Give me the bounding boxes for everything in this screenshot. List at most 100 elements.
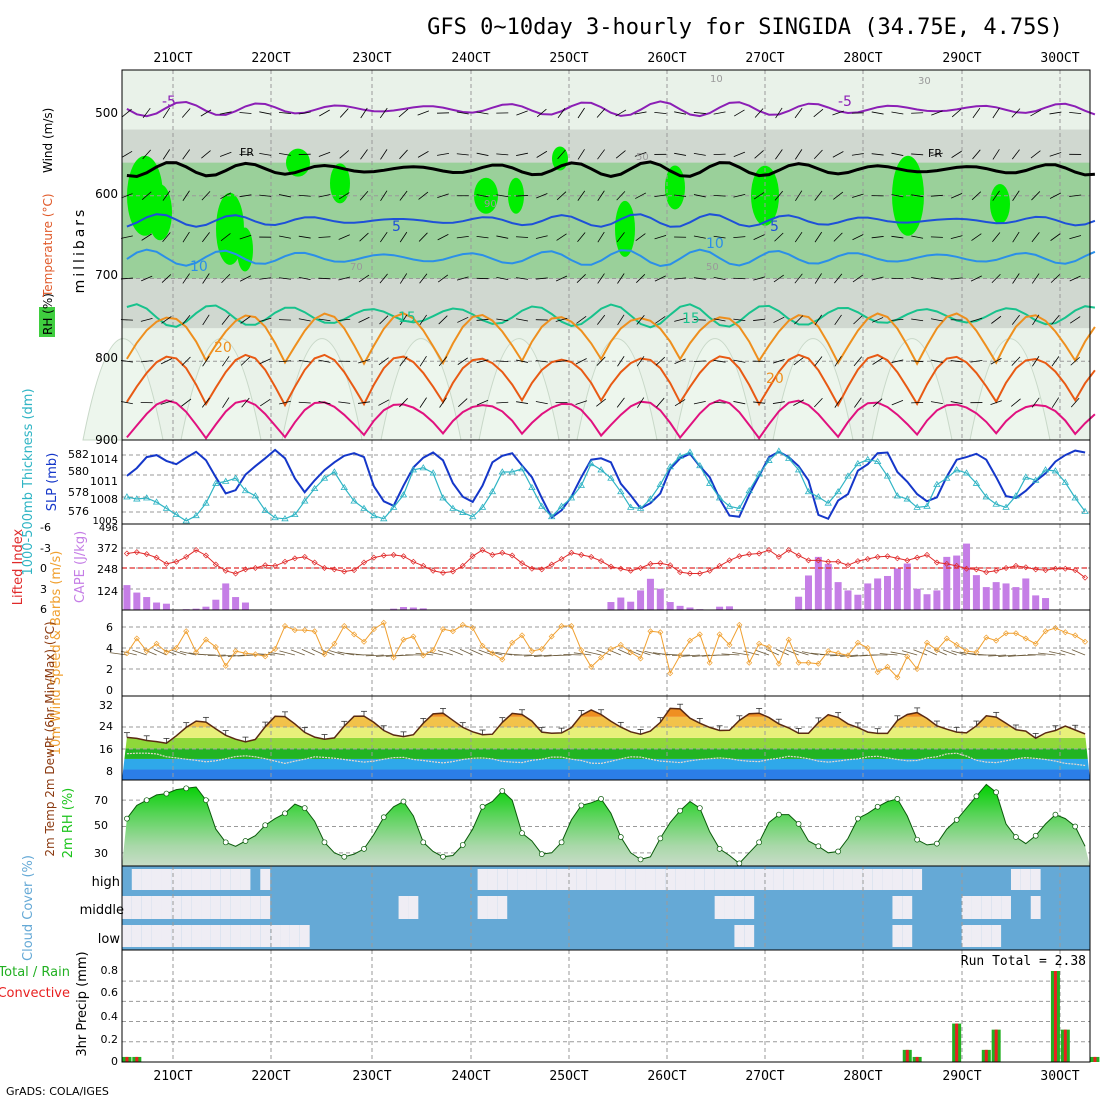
p2-ltick: 580: [68, 465, 89, 478]
lifted-point: [627, 567, 634, 574]
precip-conv-bar: [984, 1049, 988, 1062]
wind-barb: [911, 153, 924, 156]
temp-band: [122, 758, 1090, 770]
wind-barb: [970, 275, 982, 282]
wind-speed-point: [202, 636, 209, 643]
wind-speed-point: [983, 634, 990, 641]
p5-ytick: 32: [99, 699, 113, 712]
thickness-point: [439, 494, 447, 501]
date-label: 28OCT: [843, 1069, 882, 1084]
cloud-clear-cell: [744, 925, 755, 947]
cape-bar: [972, 575, 980, 610]
wind-barb: [181, 356, 191, 366]
cloud-clear-cell: [625, 869, 636, 890]
lifted-point: [420, 562, 427, 569]
thickness-point: [567, 494, 576, 501]
rh-point: [262, 822, 269, 829]
wind-barb: [972, 149, 981, 160]
wind-barb: [437, 650, 454, 656]
wind-barb: [990, 400, 1002, 405]
cloud-clear-cell: [892, 925, 903, 947]
wind-barb: [833, 191, 844, 200]
wind-barb: [793, 357, 804, 366]
cloud-clear-cell: [141, 896, 152, 919]
p8-ytick: 0.4: [101, 1010, 119, 1023]
wind-barb: [576, 274, 586, 283]
cape-bar: [824, 563, 832, 610]
precip-panel: 0 0.2 0.4 0.6 0.8 3hr Precip (mm) Total …: [0, 949, 1100, 1068]
cloud-clear-cell: [220, 896, 231, 919]
wind-barb: [813, 397, 823, 408]
wind-barb: [379, 273, 388, 284]
rh-point: [1013, 834, 1019, 840]
thickness-point: [577, 481, 586, 488]
wind-speed-point: [1062, 629, 1069, 636]
thickness-point: [1022, 473, 1030, 480]
cloud-clear-cell: [250, 925, 261, 947]
cloud-clear-cell: [210, 925, 221, 947]
wind-barb: [142, 149, 151, 160]
thickness-point: [449, 504, 457, 511]
wind-barb: [654, 235, 667, 240]
lifted-point: [884, 553, 891, 560]
wind-barb: [871, 276, 884, 281]
thickness-point: [142, 494, 151, 501]
wind-speed-point: [746, 659, 753, 666]
wind-speed-point: [528, 648, 535, 655]
cloud-clear-cell: [665, 869, 676, 890]
p3-rtick: 372: [97, 542, 118, 555]
cape-bar: [943, 556, 951, 610]
wind-speed-point: [153, 640, 160, 647]
p1-ytick: 600: [95, 187, 118, 201]
cape-bar: [864, 583, 872, 610]
wind-barb: [1049, 111, 1062, 115]
p2-ltick: 578: [68, 486, 89, 499]
lifted-point: [1082, 574, 1089, 581]
precip-conv-bar: [1063, 1029, 1067, 1062]
wind-barb: [596, 108, 606, 118]
thickness-point: [666, 463, 674, 470]
cloud-clear-cell: [882, 869, 893, 890]
wind-barb: [597, 231, 605, 243]
p5-ytick: 24: [99, 720, 113, 733]
rh-point: [953, 817, 960, 823]
wind-speed-point: [924, 639, 931, 646]
wind-barb: [555, 360, 568, 363]
wind-legend: Wind (m/s): [41, 108, 55, 173]
p3-ltick: -6: [40, 521, 51, 534]
cloud-clear-cell: [507, 869, 518, 890]
cloud-clear-cell: [912, 869, 923, 890]
thickness-point: [547, 512, 556, 520]
cloud-clear-cell: [131, 925, 142, 947]
cloud-level-high: high: [92, 875, 120, 890]
wind-barb: [259, 317, 272, 322]
wind-barb: [813, 108, 824, 118]
cape-bar: [893, 568, 901, 610]
thickness-point: [883, 472, 892, 479]
thickness-point: [1051, 467, 1060, 474]
wind-barb: [338, 401, 351, 404]
cape-bar: [123, 585, 131, 610]
isotherm-20: [126, 312, 1096, 366]
cloud-clear-cell: [210, 869, 221, 890]
thickness-point: [241, 486, 250, 494]
lifted-point: [716, 562, 723, 569]
wind-barb: [674, 111, 687, 115]
precip-conv-bar: [1053, 971, 1057, 1062]
cloud-clear-cell: [181, 925, 192, 947]
run-total: Run Total = 2.38: [961, 954, 1086, 969]
wind-barb: [596, 649, 612, 656]
wind-barb: [801, 651, 819, 656]
isotherm-label: 5: [770, 219, 779, 235]
wind-barb: [794, 315, 804, 325]
rh-point: [499, 788, 506, 794]
lifted-point: [370, 554, 377, 561]
wind-barb: [713, 111, 726, 115]
cloud-clear-cell: [151, 896, 162, 919]
cape-bar: [409, 607, 417, 610]
wind-barb: [1011, 108, 1021, 118]
wind-barb: [1050, 274, 1061, 283]
cloud-clear-cell: [556, 869, 567, 890]
p4-ytick: 6: [106, 621, 113, 634]
